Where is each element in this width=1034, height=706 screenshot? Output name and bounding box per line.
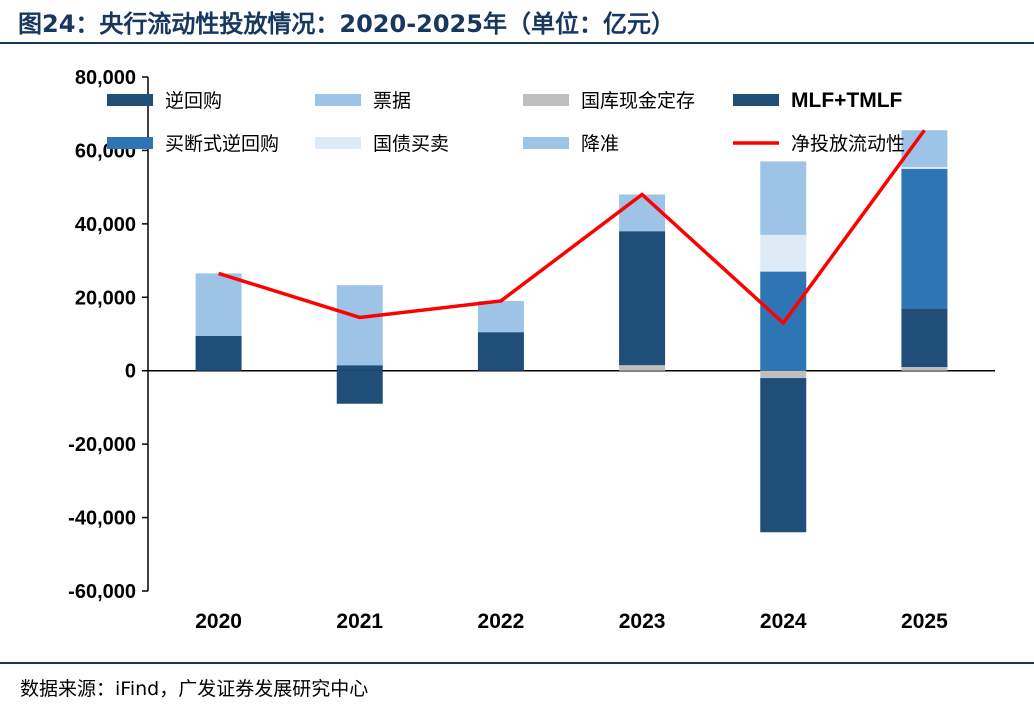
legend-item: 国债买卖: [315, 133, 449, 155]
legend-item: 逆回购: [107, 90, 222, 112]
bar-segment: [336, 285, 383, 366]
footer-divider: [0, 662, 1034, 664]
bar-segment: [760, 161, 807, 235]
net-injection-line: [218, 129, 926, 326]
bar-segment: [760, 234, 807, 272]
y-tick-label: 80,000: [75, 67, 136, 89]
y-tick-label: -20,000: [68, 434, 136, 456]
legend-swatch: [523, 94, 569, 106]
bar-segment: [901, 130, 948, 167]
bars: [195, 130, 948, 533]
bar-segment: [336, 370, 383, 404]
x-category-label: 2025: [901, 610, 948, 633]
legend-swatch: [733, 94, 779, 106]
bar-segment: [477, 300, 524, 333]
legend-item: 净投放流动性: [733, 133, 905, 155]
bar-segment: [901, 166, 948, 169]
x-category-label: 2022: [478, 610, 525, 633]
legend-label: MLF+TMLF: [791, 89, 903, 112]
bar-segment: [901, 308, 948, 368]
bar-segment: [619, 365, 666, 371]
axes: 80,00060,00040,00020,0000-20,000-40,000-…: [68, 67, 995, 633]
bar-segment: [901, 367, 948, 371]
legend-label: 净投放流动性: [791, 133, 905, 155]
legend-item: 国库现金定存: [523, 90, 695, 112]
y-tick-label: -60,000: [68, 581, 136, 603]
legend: 逆回购 票据 国库现金定存 MLF+TMLF 买断式逆回购 国债买卖 降准 净投放流动性: [107, 89, 905, 155]
legend-item: MLF+TMLF: [733, 89, 903, 112]
y-tick-label: 20,000: [75, 287, 136, 309]
stacked-bar-line-chart: 80,00060,00040,00020,0000-20,000-40,000-…: [68, 67, 995, 633]
legend-swatch: [107, 94, 153, 106]
legend-label: 买断式逆回购: [165, 133, 279, 155]
legend-label: 票据: [373, 90, 411, 112]
bar-segment: [760, 378, 807, 533]
x-category-label: 2021: [336, 610, 383, 633]
x-category-label: 2023: [619, 610, 666, 633]
x-category-label: 2024: [760, 610, 807, 633]
chart-title: 图24：央行流动性投放情况：2020-2025年（单位：亿元）: [18, 10, 675, 38]
legend-item: 降准: [523, 133, 619, 155]
line-series: [218, 129, 926, 326]
legend-label: 国债买卖: [373, 133, 449, 155]
bar-segment: [619, 194, 666, 232]
legend-swatch: [315, 94, 361, 106]
source-note: 数据来源：iFind，广发证券发展研究中心: [20, 678, 369, 700]
bar-segment: [760, 370, 807, 379]
legend-item: 票据: [315, 90, 411, 112]
legend-label: 降准: [581, 133, 619, 155]
x-category-label: 2020: [195, 610, 242, 633]
y-tick-label: 0: [125, 361, 136, 383]
legend-label: 逆回购: [165, 90, 222, 112]
bar-segment: [901, 168, 948, 309]
legend-item: 买断式逆回购: [107, 133, 279, 155]
bar-segment: [195, 273, 242, 336]
bar-segment: [477, 332, 524, 371]
legend-swatch: [315, 137, 361, 149]
legend-swatch: [523, 137, 569, 149]
bar-segment: [336, 365, 383, 371]
bar-segment: [619, 231, 666, 366]
bar-segment: [195, 335, 242, 371]
y-tick-label: 40,000: [75, 214, 136, 236]
title-divider: [0, 42, 1034, 44]
legend-label: 国库现金定存: [581, 90, 695, 112]
y-tick-label: -40,000: [68, 508, 136, 530]
legend-swatch: [107, 137, 153, 149]
